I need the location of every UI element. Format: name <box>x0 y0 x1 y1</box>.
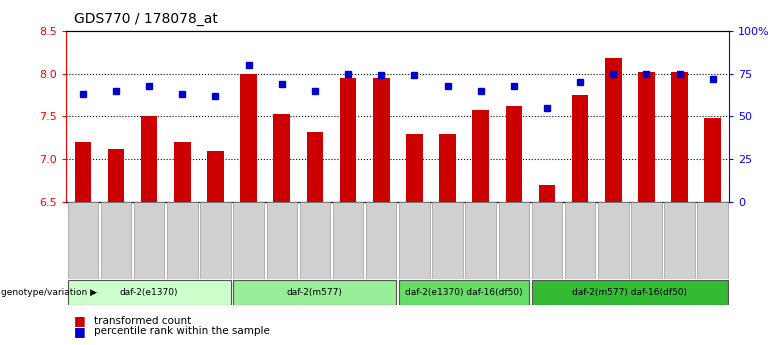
Bar <box>141 117 158 202</box>
Bar <box>373 78 389 202</box>
Text: ■: ■ <box>74 325 86 338</box>
FancyBboxPatch shape <box>432 202 463 279</box>
Text: transformed count: transformed count <box>94 316 191 326</box>
Bar <box>672 72 688 202</box>
FancyBboxPatch shape <box>68 280 231 305</box>
Bar <box>704 118 721 202</box>
FancyBboxPatch shape <box>134 202 165 279</box>
Bar <box>406 134 423 202</box>
Text: daf-2(e1370): daf-2(e1370) <box>120 288 179 297</box>
FancyBboxPatch shape <box>167 202 197 279</box>
Bar <box>240 74 257 202</box>
FancyBboxPatch shape <box>399 202 430 279</box>
FancyBboxPatch shape <box>532 280 728 305</box>
Text: genotype/variation ▶: genotype/variation ▶ <box>1 288 97 297</box>
FancyBboxPatch shape <box>631 202 661 279</box>
Bar <box>473 110 489 202</box>
FancyBboxPatch shape <box>399 280 529 305</box>
Bar <box>307 132 323 202</box>
FancyBboxPatch shape <box>233 202 264 279</box>
FancyBboxPatch shape <box>267 202 297 279</box>
Text: percentile rank within the sample: percentile rank within the sample <box>94 326 269 336</box>
FancyBboxPatch shape <box>200 202 231 279</box>
Bar <box>572 95 588 202</box>
Text: daf-2(e1370) daf-16(df50): daf-2(e1370) daf-16(df50) <box>406 288 523 297</box>
Text: daf-2(m577): daf-2(m577) <box>287 288 343 297</box>
Bar <box>340 78 356 202</box>
Text: daf-2(m577) daf-16(df50): daf-2(m577) daf-16(df50) <box>573 288 687 297</box>
Bar <box>207 151 224 202</box>
Text: GDS770 / 178078_at: GDS770 / 178078_at <box>74 12 218 26</box>
FancyBboxPatch shape <box>366 202 396 279</box>
Text: ■: ■ <box>74 314 86 327</box>
FancyBboxPatch shape <box>101 202 131 279</box>
FancyBboxPatch shape <box>498 202 529 279</box>
FancyBboxPatch shape <box>532 202 562 279</box>
Bar <box>539 185 555 202</box>
Bar <box>274 114 290 202</box>
FancyBboxPatch shape <box>300 202 330 279</box>
Bar <box>75 142 91 202</box>
FancyBboxPatch shape <box>68 202 98 279</box>
Bar <box>505 106 522 202</box>
Bar <box>638 72 654 202</box>
FancyBboxPatch shape <box>665 202 695 279</box>
FancyBboxPatch shape <box>333 202 363 279</box>
Bar <box>439 134 456 202</box>
Bar <box>605 58 622 202</box>
FancyBboxPatch shape <box>598 202 629 279</box>
FancyBboxPatch shape <box>233 280 396 305</box>
Bar <box>108 149 124 202</box>
FancyBboxPatch shape <box>565 202 595 279</box>
Bar <box>174 142 190 202</box>
FancyBboxPatch shape <box>697 202 728 279</box>
FancyBboxPatch shape <box>466 202 496 279</box>
